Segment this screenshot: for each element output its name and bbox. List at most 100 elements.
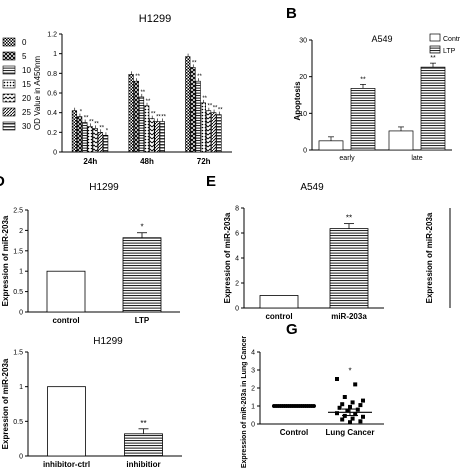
data-point-lung-cancer-14 <box>361 414 365 419</box>
y-tick-label-d-3: 1.5 <box>13 248 23 255</box>
bar-b-Contr-late <box>388 130 414 151</box>
sig-label-a-25-72h: ** <box>213 106 218 112</box>
legend-swatch-b-1 <box>429 45 441 54</box>
data-point-lung-cancer-0 <box>335 377 339 381</box>
bar-a-25-24h <box>97 132 104 153</box>
legend-label-a-0: 0 <box>22 38 27 47</box>
sig-label-a-25-24h: ** <box>99 125 104 131</box>
x-tick-label-e-1: miR-203a <box>331 312 367 321</box>
legend-label-a-1: 5 <box>22 52 27 61</box>
chart-title-f: H1299 <box>93 336 123 347</box>
sig-label-a-20-48h: ** <box>151 112 156 118</box>
y-tick-label-e-4: 8 <box>235 206 239 213</box>
y-axis-title-d: Expression of miR-203a <box>1 215 10 306</box>
bar-f-1 <box>124 433 163 457</box>
sig-label-d-1: * <box>140 223 143 232</box>
y-tick-label-f-1: 0.5 <box>13 419 23 426</box>
sig-label-a-30-72h: ** <box>218 108 223 114</box>
legend-swatch-a-1 <box>2 51 16 61</box>
bar-a-0-24h <box>71 110 78 153</box>
chart-title-e: A549 <box>300 182 324 193</box>
y-tick-label-a-0: 0 <box>53 150 57 157</box>
panel-letter-d-partial: D <box>0 173 5 190</box>
bar-e-1 <box>329 228 369 309</box>
y-axis-title-a: OD Value in A450nm <box>33 56 42 130</box>
data-point-lung-cancer-15 <box>350 416 355 421</box>
bar-d-0 <box>46 270 86 313</box>
data-point-lung-cancer-5 <box>340 402 345 407</box>
y-tick-label-g-0: 0 <box>251 422 255 429</box>
data-point-lung-cancer-8 <box>337 405 342 410</box>
sig-label-e-1: ** <box>346 214 352 223</box>
bar-a-5-72h <box>190 67 196 153</box>
sig-label-a-10-72h: ** <box>197 74 202 80</box>
x-tick-label-e-0: control <box>265 312 292 321</box>
bar-a-25-72h <box>211 112 217 153</box>
y-tick-label-d-0: 0 <box>19 310 23 317</box>
y-tick-label-d-1: 0.5 <box>13 289 23 296</box>
legend-label-b-0: Contr <box>443 36 461 43</box>
bar-b-Contr-early <box>318 140 344 151</box>
y-tick-label-g-4: 4 <box>251 350 255 357</box>
legend-label-a-5: 25 <box>22 108 31 117</box>
x-tick-label-f-0: inhibitor-ctrl <box>43 460 90 469</box>
y-tick-label-d-2: 1 <box>19 269 23 276</box>
y-tick-label-g-3: 3 <box>251 368 255 375</box>
legend-label-a-2: 10 <box>22 66 31 75</box>
x-tick-label-f-1: inhibitior <box>126 460 160 469</box>
y-tick-label-b-1: 10 <box>299 111 307 118</box>
data-point-lung-cancer-6 <box>358 403 363 408</box>
x-tick-label-b-0: early <box>339 155 355 162</box>
y-tick-label-f-2: 1 <box>19 384 23 391</box>
bar-a-15-24h <box>87 126 93 153</box>
y-tick-label-g-1: 1 <box>251 404 255 411</box>
x-tick-label-b-1: late <box>411 155 422 162</box>
y-tick-label-d-5: 2.5 <box>13 208 23 215</box>
y-tick-label-a-6: 1.2 <box>47 32 57 39</box>
bar-d-1 <box>122 237 162 313</box>
data-point-lung-cancer-2 <box>342 395 347 399</box>
y-axis-title-g: Expression of miR-203a in Lung Cancer <box>241 336 248 469</box>
bar-a-10-24h <box>82 122 88 153</box>
y-tick-label-a-5: 1 <box>53 51 57 58</box>
x-tick-label-a-0: 24h <box>83 157 97 166</box>
sig-label-a-10-48h: ** <box>140 90 145 96</box>
legend-label-a-4: 20 <box>22 94 31 103</box>
legend-swatch-b-0 <box>429 33 441 42</box>
data-point-lung-cancer-10 <box>345 408 350 413</box>
sig-label-b-LTP-late: ** <box>430 55 436 62</box>
bar-a-20-72h <box>205 110 212 153</box>
bar-a-15-48h <box>144 105 150 153</box>
data-point-lung-cancer-11 <box>335 411 339 416</box>
legend-swatch-a-6 <box>2 121 16 131</box>
y-tick-label-e-1: 2 <box>235 281 239 288</box>
y-tick-label-a-4: 0.8 <box>47 71 57 78</box>
panel-letter-e: E <box>206 173 216 190</box>
data-point-lung-cancer-9 <box>355 407 360 412</box>
bar-e-0 <box>259 295 299 309</box>
sig-label-a-5-72h: ** <box>192 60 197 66</box>
sig-label-a-30-24h: * <box>106 128 109 134</box>
bar-a-5-48h <box>133 80 139 153</box>
y-tick-label-e-3: 6 <box>235 231 239 238</box>
sig-label-g: * <box>348 366 351 375</box>
bar-a-30-72h <box>216 114 222 153</box>
x-tick-label-a-1: 48h <box>140 157 154 166</box>
sig-label-a-5-48h: ** <box>135 74 140 80</box>
data-point-lung-cancer-3 <box>361 398 365 403</box>
bar-a-25-48h <box>154 121 160 153</box>
y-tick-label-b-2: 20 <box>299 74 307 81</box>
sig-label-a-20-24h: ** <box>94 121 99 127</box>
y-tick-label-g-2: 2 <box>251 386 255 393</box>
chart-title-b: A549 <box>371 34 392 44</box>
data-point-lung-cancer-7 <box>348 404 352 409</box>
sig-label-a-25-48h: ** <box>156 115 161 121</box>
legend-label-a-3: 15 <box>22 80 31 89</box>
y-tick-label-a-2: 0.4 <box>47 110 57 117</box>
data-point-lung-cancer-16 <box>340 417 345 422</box>
bar-a-20-24h <box>92 128 98 153</box>
sig-label-a-30-48h: ** <box>161 115 166 121</box>
bar-a-10-48h <box>138 96 145 153</box>
sig-label-b-LTP-early: ** <box>360 76 366 83</box>
sig-label-a-15-72h: ** <box>202 96 207 102</box>
